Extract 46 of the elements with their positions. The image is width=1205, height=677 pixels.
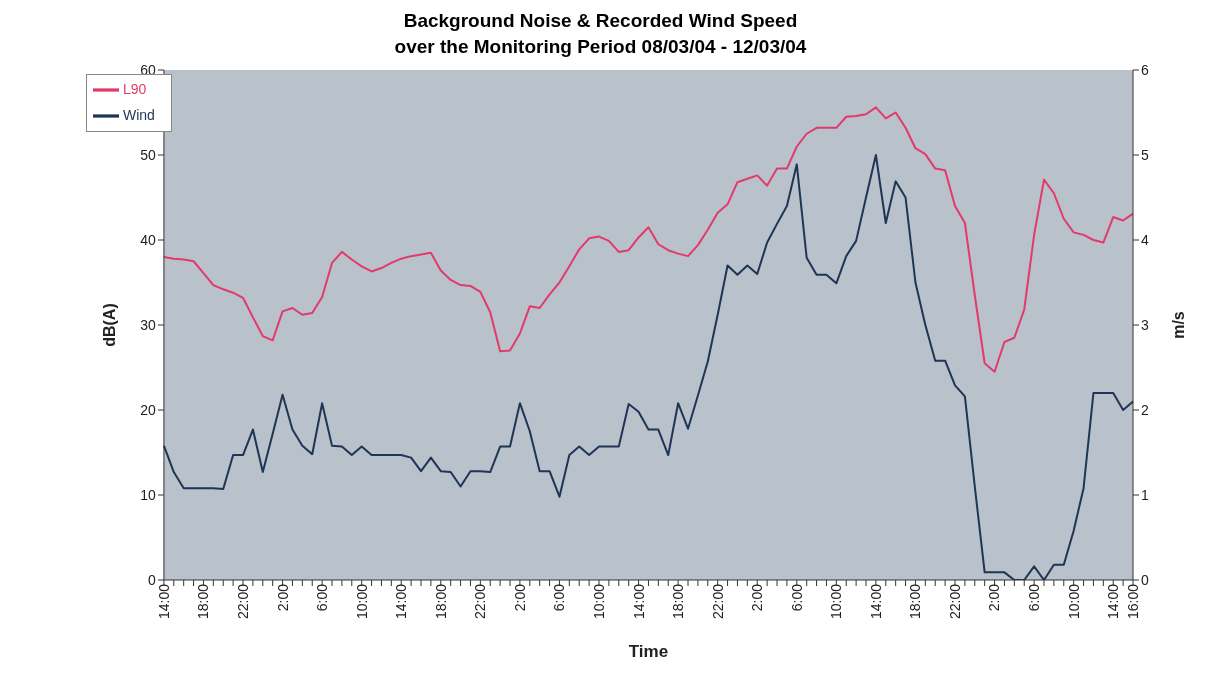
x-tick-label: 10:00 <box>828 583 845 620</box>
y2-tick-label: 2 <box>1141 401 1149 418</box>
x-tick-label: 22:00 <box>709 583 726 620</box>
chart-title: Background Noise & Recorded Wind Speed over the Monitoring Period 08/03/04 - 12/03/04 <box>393 9 808 59</box>
y-tick-label: 50 <box>140 146 157 163</box>
x-tick-label: 14:00 <box>630 583 647 620</box>
y2-tick-label: 5 <box>1141 146 1149 163</box>
y-axis-title: dB(A) <box>100 303 118 347</box>
x-tick-label: 6:00 <box>314 583 331 612</box>
x-tick-label: 14:00 <box>1105 583 1122 620</box>
y2-tick-label: 0 <box>1141 571 1149 588</box>
x-tick-label: 6:00 <box>1026 583 1043 612</box>
y2-tick-label: 4 <box>1141 231 1149 248</box>
x-tick-label: 2:00 <box>986 583 1003 612</box>
x-tick-label: 14:00 <box>393 583 410 620</box>
y-tick-label: 40 <box>140 231 157 248</box>
y2-tick-label: 1 <box>1141 486 1149 503</box>
y-tick-label: 20 <box>140 401 157 418</box>
y2-tick-label: 3 <box>1141 316 1149 333</box>
x-tick-label: 2:00 <box>511 583 528 612</box>
line-series <box>162 106 1134 373</box>
y-tick-label: 10 <box>140 486 157 503</box>
x-tick-label: 10:00 <box>1065 583 1082 620</box>
x-tick-label: 6:00 <box>551 583 568 612</box>
x-tick-label: 18:00 <box>432 583 449 620</box>
y2-axis-title: m/s <box>1169 311 1187 339</box>
x-tick-label: 2:00 <box>274 583 291 612</box>
x-axis-title: Time <box>628 642 669 661</box>
y-tick-label: 0 <box>148 571 157 588</box>
x-tick-label: 10:00 <box>353 583 370 620</box>
x-tick-label: 18:00 <box>907 583 924 620</box>
x-tick-label: 22:00 <box>472 583 489 620</box>
x-tick-label: 22:00 <box>234 583 251 620</box>
x-tick-label: 10:00 <box>590 583 607 620</box>
legend-label: L90 <box>123 80 147 97</box>
y-tick-label: 30 <box>140 316 157 333</box>
x-tick-label: 14:00 <box>155 583 172 620</box>
legend-label: Wind <box>123 106 155 123</box>
x-tick-label: 18:00 <box>670 583 687 620</box>
x-tick-label: 16:00 <box>1124 583 1141 620</box>
x-tick-label: 18:00 <box>195 583 212 620</box>
x-tick-label: 6:00 <box>788 583 805 612</box>
x-tick-label: 14:00 <box>867 583 884 620</box>
y2-tick-label: 6 <box>1141 61 1149 78</box>
x-tick-label: 22:00 <box>946 583 963 620</box>
x-tick-label: 2:00 <box>749 583 766 612</box>
